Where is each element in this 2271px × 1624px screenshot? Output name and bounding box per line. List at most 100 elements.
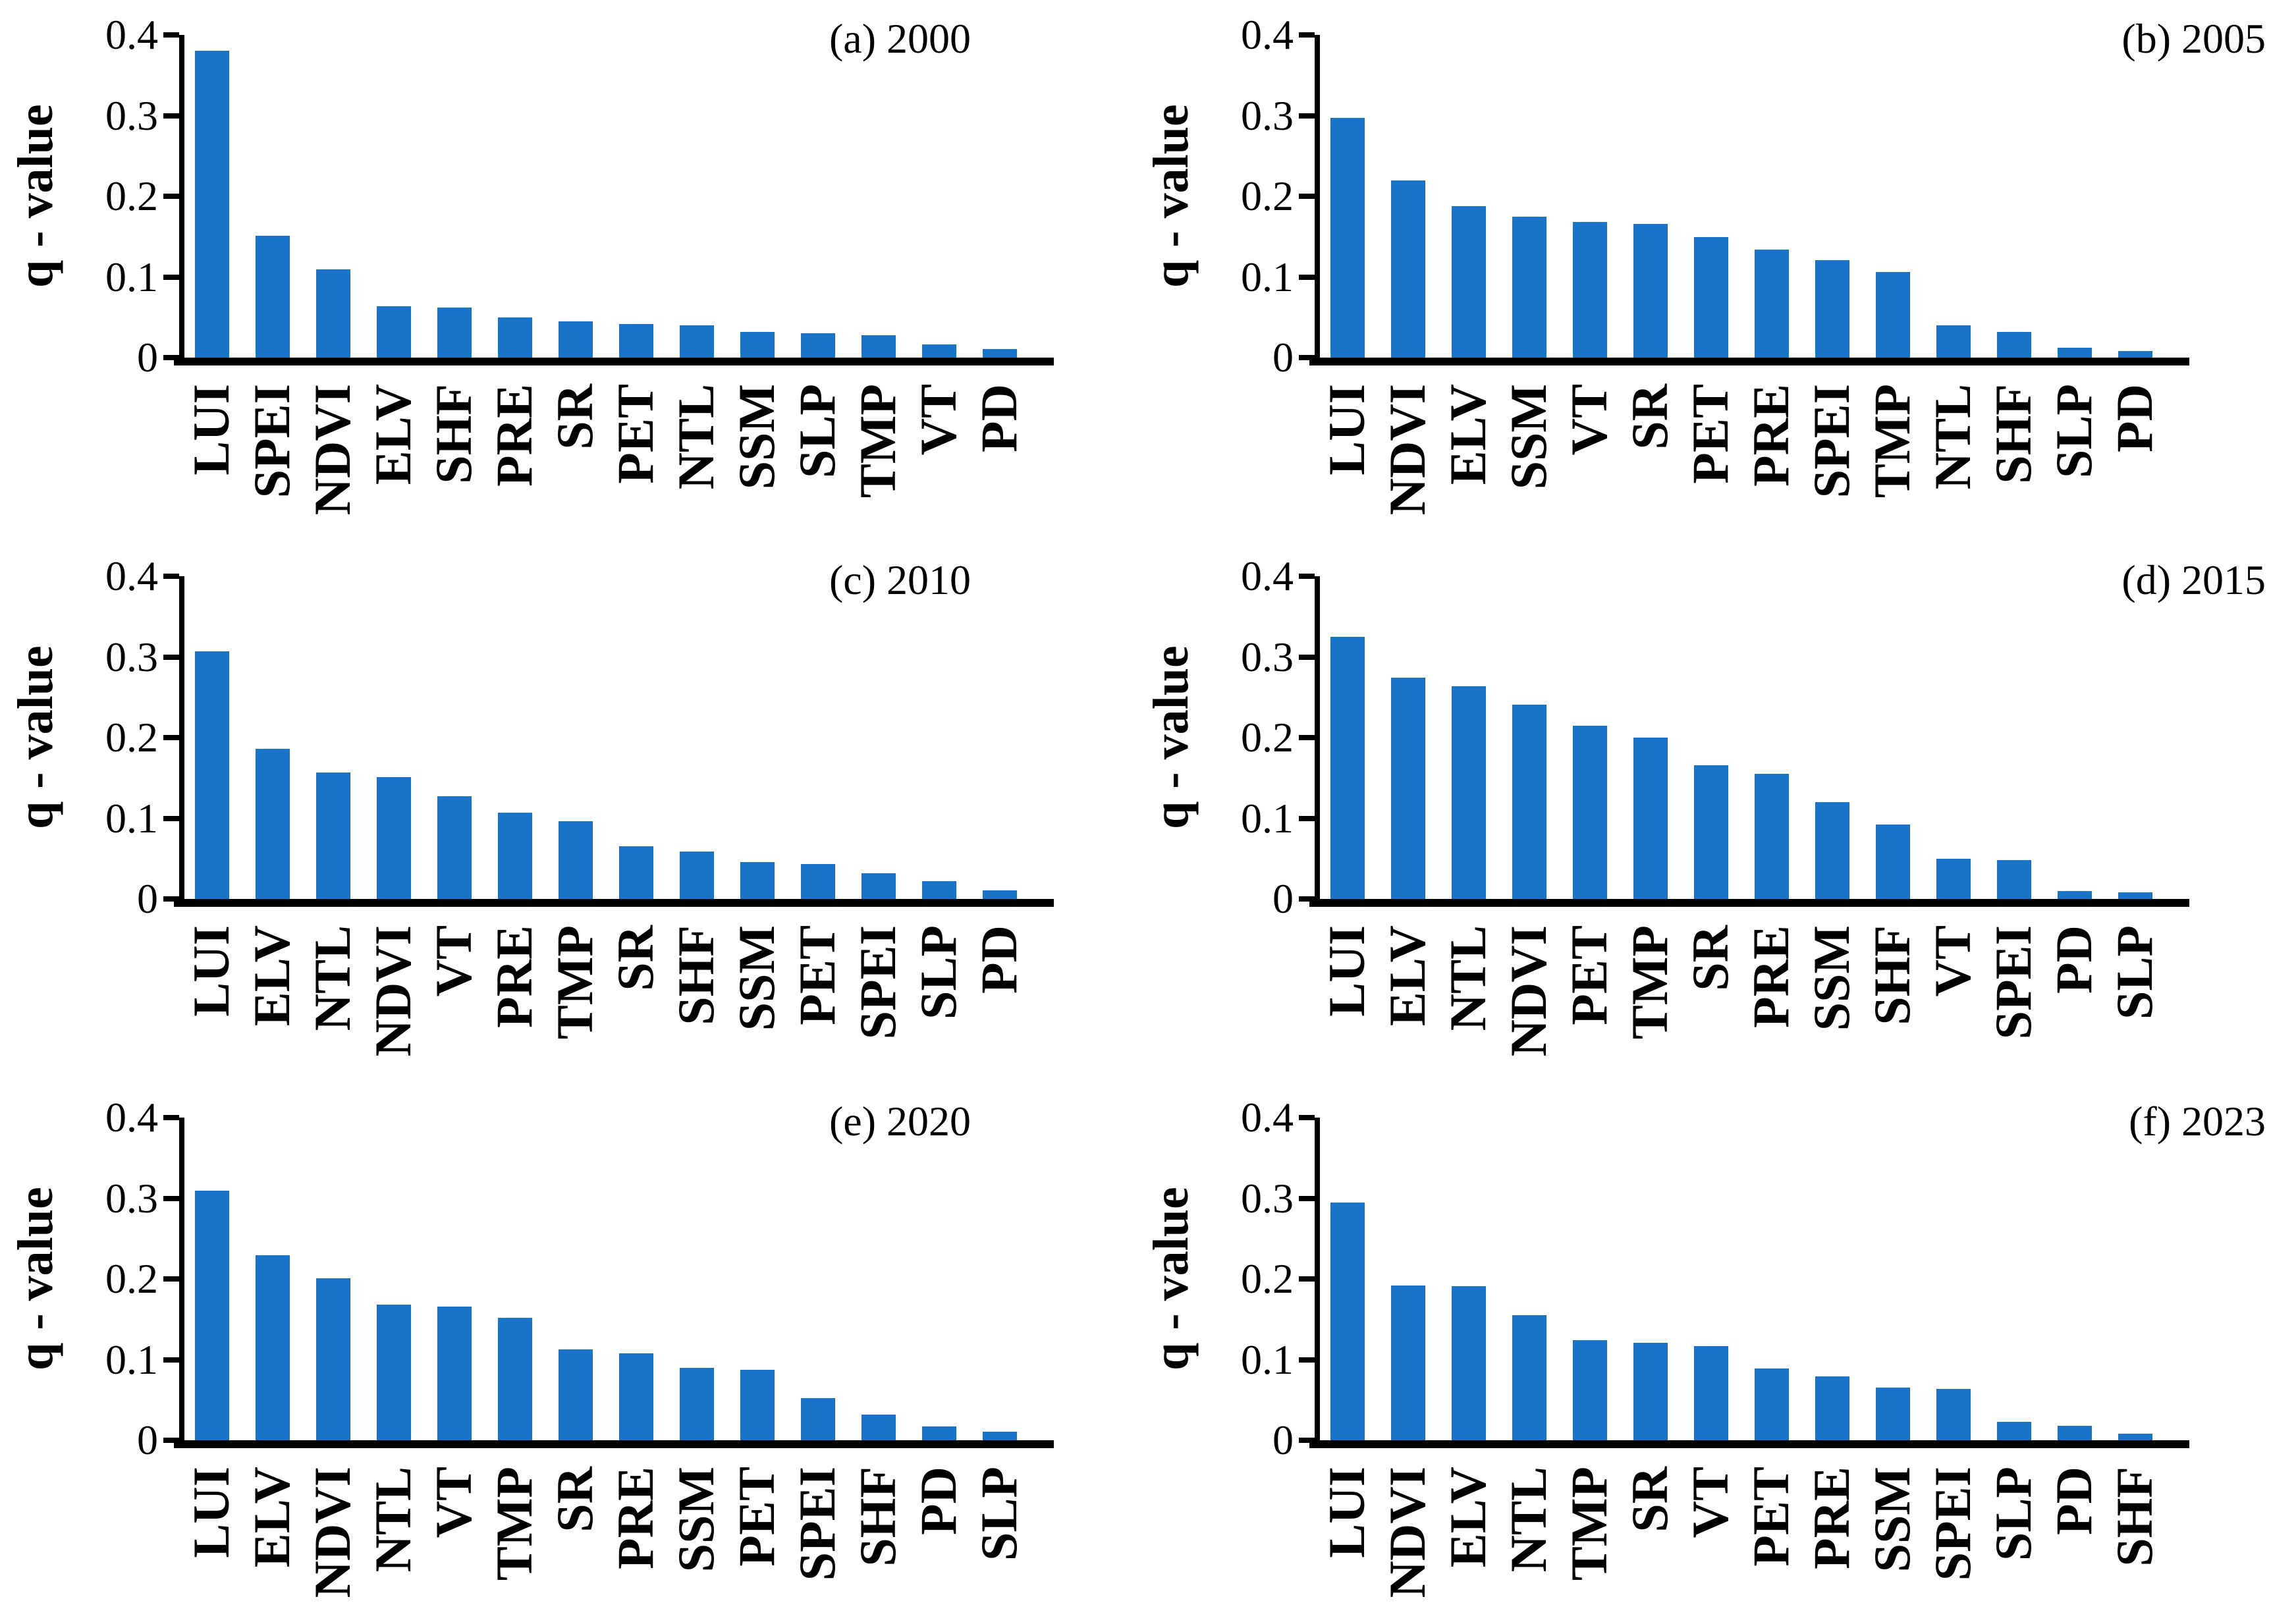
y-tick-mark — [163, 1438, 179, 1443]
bar-NTL — [1512, 1315, 1546, 1440]
x-axis-line — [1309, 899, 2189, 907]
bar-PRE — [498, 813, 532, 899]
x-label-PET: PET — [607, 384, 664, 484]
panel-label: (d) 2015 — [2121, 556, 2266, 603]
bar-SR — [1633, 224, 1668, 358]
bar-SLP — [922, 881, 956, 899]
x-axis-line — [174, 358, 1054, 365]
y-tick-label: 0.4 — [1241, 11, 1294, 58]
bar-VT — [922, 344, 956, 358]
bar-NTL — [316, 772, 350, 899]
y-tick-label: 0.2 — [105, 1255, 158, 1302]
y-axis-line — [179, 576, 184, 907]
bar-PRE — [1815, 1376, 1849, 1440]
y-tick-mark — [163, 896, 179, 902]
bar-SLP — [801, 333, 835, 358]
x-label-PRE: PRE — [607, 1467, 664, 1569]
x-label-SPEI: SPEI — [1924, 1467, 1981, 1581]
bar-SHF — [1997, 332, 2031, 358]
x-label-NTL: NTL — [1500, 1467, 1557, 1573]
bar-VT — [1573, 222, 1607, 358]
y-tick-mark — [163, 274, 179, 280]
bar-VT — [1936, 859, 1971, 899]
bar-SPEI — [801, 1398, 835, 1440]
x-label-NDVI: NDVI — [364, 925, 422, 1057]
y-tick-mark — [1299, 274, 1315, 280]
x-label-SLP: SLP — [2045, 384, 2102, 479]
x-label-LUI: LUI — [1318, 384, 1375, 475]
bar-LUI — [1330, 118, 1365, 358]
x-label-SPEI: SPEI — [849, 925, 906, 1040]
x-label-NDVI: NDVI — [1500, 925, 1557, 1057]
x-label-ELV: ELV — [364, 384, 422, 485]
bar-SPEI — [1997, 860, 2031, 899]
bar-SR — [559, 321, 593, 358]
x-label-PD: PD — [2045, 925, 2102, 994]
x-label-PET: PET — [1682, 384, 1739, 484]
y-tick-mark — [1299, 1195, 1315, 1201]
bar-PET — [740, 1370, 775, 1440]
x-label-NTL: NTL — [1924, 384, 1981, 490]
y-axis-line — [1315, 1118, 1320, 1448]
y-tick-label: 0.4 — [1241, 553, 1294, 599]
bar-SSM — [1512, 217, 1546, 358]
y-tick-label: 0.2 — [1241, 714, 1294, 761]
x-label-SSM: SSM — [1500, 384, 1557, 490]
x-label-TMP: TMP — [1621, 925, 1678, 1040]
bar-NTL — [1452, 686, 1486, 899]
bar-PD — [2118, 351, 2152, 358]
bar-TMP — [1876, 272, 1910, 358]
bar-PET — [1573, 726, 1607, 899]
y-tick-mark — [1299, 113, 1315, 119]
x-label-TMP: TMP — [485, 1467, 543, 1581]
x-label-LUI: LUI — [1318, 925, 1375, 1017]
bar-ELV — [1391, 678, 1425, 899]
y-tick-label: 0 — [1272, 1417, 1294, 1463]
y-tick-mark — [163, 32, 179, 38]
chart-panel-e-2020: (e) 2020 q - value 0.4 0.3 0.2 0.1 0 LUI ELV NDVI… — [0, 1083, 1136, 1624]
bar-NDVI — [1391, 1286, 1425, 1440]
bar-SHF — [862, 1415, 896, 1440]
chart-panel-f-2023: (f) 2023 q - value 0.4 0.3 0.2 0.1 0 LUI NDVI ELV… — [1136, 1083, 2271, 1624]
y-tick-mark — [163, 735, 179, 740]
x-label-PET: PET — [1560, 925, 1618, 1025]
bar-PET — [801, 864, 835, 899]
bar-SPEI — [256, 236, 290, 358]
bar-SHF — [680, 852, 714, 899]
x-label-PD: PD — [970, 384, 1027, 452]
x-label-VT: VT — [1560, 384, 1618, 456]
y-tick-label: 0.1 — [1241, 794, 1294, 842]
bar-NTL — [377, 1305, 411, 1440]
bar-NDVI — [1512, 705, 1546, 899]
x-label-NTL: NTL — [364, 1467, 422, 1573]
y-tick-mark — [1299, 574, 1315, 579]
x-axis-line — [174, 1440, 1054, 1448]
y-axis-line — [1315, 35, 1320, 365]
x-label-SLP: SLP — [910, 925, 967, 1020]
bar-PRE — [619, 1353, 653, 1440]
bar-SLP — [2118, 892, 2152, 899]
bar-PRE — [1755, 250, 1789, 358]
bar-VT — [437, 1307, 472, 1440]
x-axis-line — [174, 899, 1054, 907]
bar-LUI — [195, 1191, 229, 1440]
bar-SLP — [2058, 348, 2092, 358]
y-tick-label: 0.1 — [105, 253, 158, 300]
bar-SPEI — [1936, 1389, 1971, 1440]
bar-TMP — [1573, 1340, 1607, 1440]
x-label-ELV: ELV — [1439, 384, 1496, 485]
y-tick-mark — [163, 355, 179, 360]
y-tick-mark — [1299, 355, 1315, 360]
chart-panel-b-2005: (b) 2005 q - value 0.4 0.3 0.2 0.1 0 LUI NDVI ELV… — [1136, 0, 2271, 541]
bar-SSM — [1876, 1388, 1910, 1440]
panel-label: (e) 2020 — [829, 1098, 971, 1145]
bar-SLP — [983, 1432, 1017, 1440]
y-tick-mark — [1299, 32, 1315, 38]
x-label-LUI: LUI — [182, 925, 240, 1017]
x-label-NDVI: NDVI — [304, 1467, 361, 1598]
x-label-NTL: NTL — [1439, 925, 1496, 1031]
x-label-NTL: NTL — [304, 925, 361, 1031]
x-label-SPEI: SPEI — [243, 384, 300, 499]
y-tick-mark — [1299, 654, 1315, 660]
